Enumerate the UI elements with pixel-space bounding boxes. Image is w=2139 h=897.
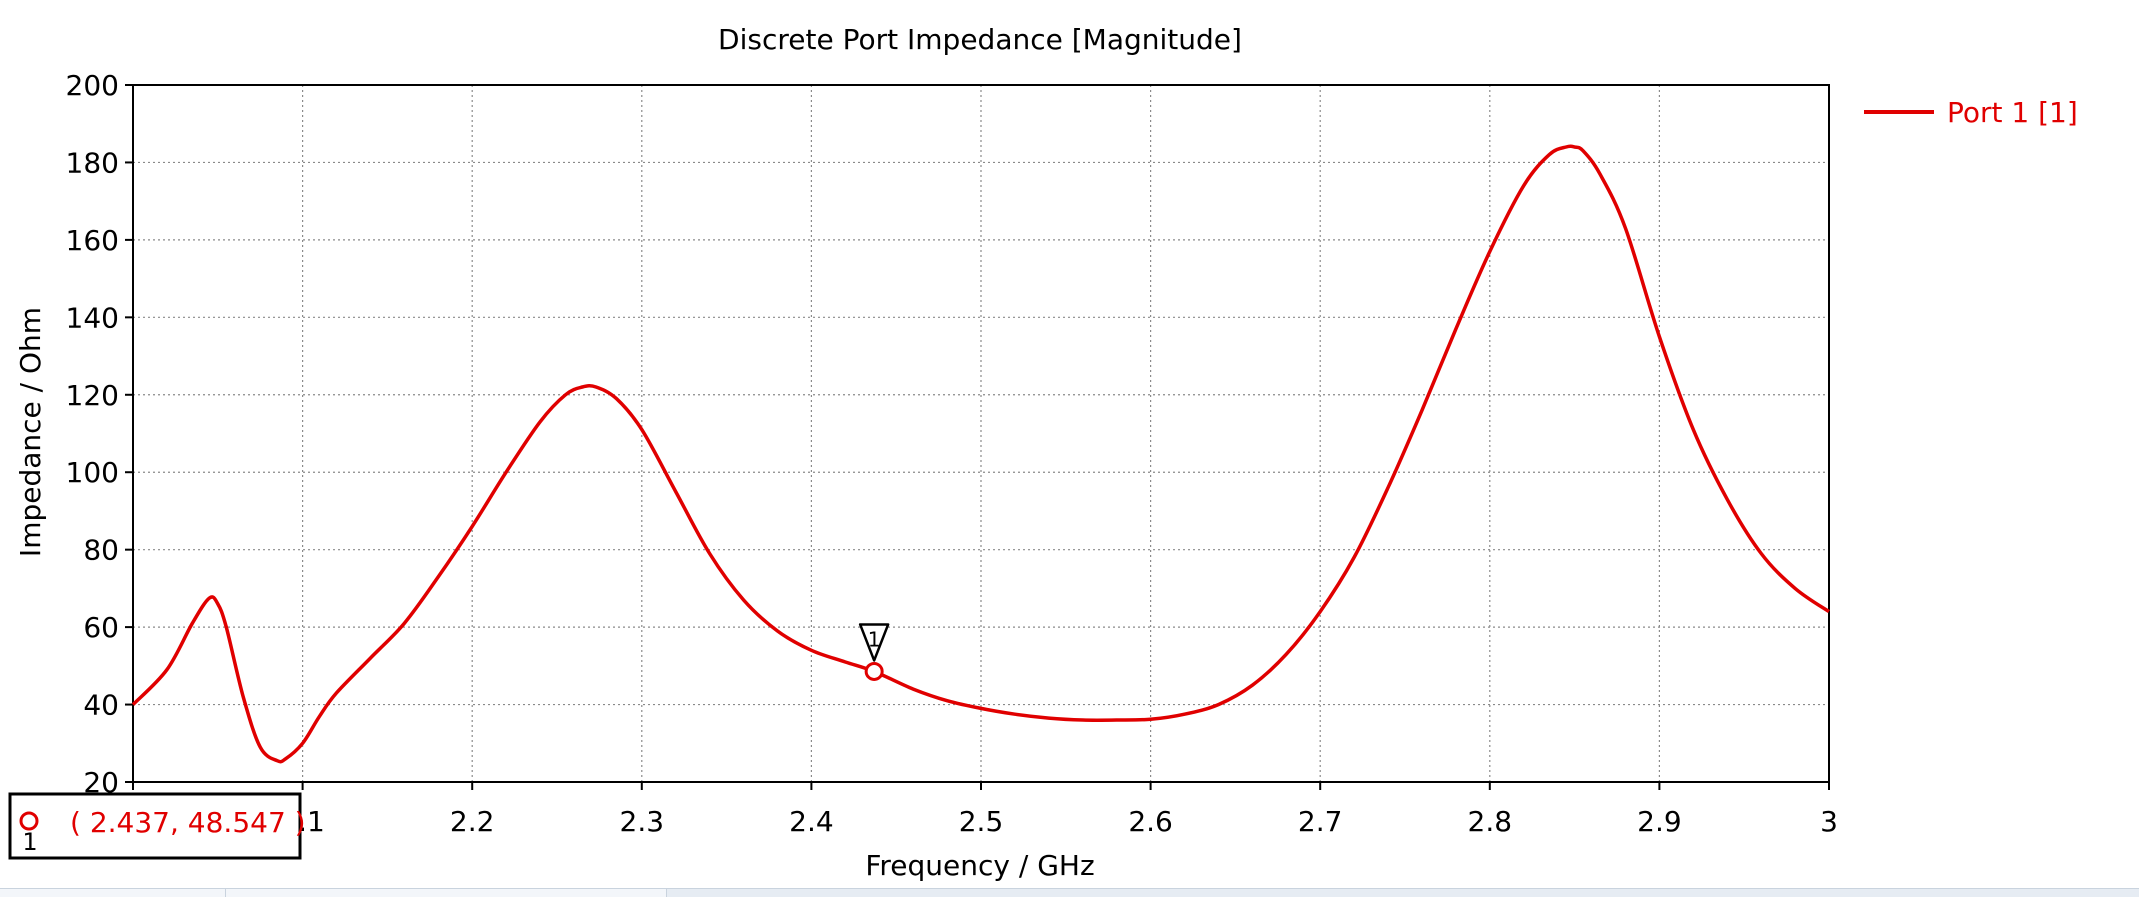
grid-lines: [133, 85, 1829, 782]
x-tick-label: 2.5: [959, 805, 1004, 838]
legend-label-port-1: Port 1 [1]: [1947, 96, 2078, 129]
legend: Port 1 [1]: [1864, 96, 2078, 129]
plot-area-border: [132, 84, 1830, 783]
readout-box-frame: [8, 792, 302, 860]
y-tick-label: 180: [66, 146, 119, 179]
x-tick-labels: 22.12.22.32.42.52.62.72.82.93: [124, 805, 1838, 838]
y-tick-label: 120: [66, 379, 119, 412]
y-tick-label: 140: [66, 301, 119, 334]
x-tick-label: 2.2: [450, 805, 495, 838]
x-tick-label: 2.3: [620, 805, 665, 838]
marker-readout-box[interactable]: 1 ( 2.437, 48.547 ): [8, 792, 306, 860]
x-tick-label: 2.9: [1637, 805, 1682, 838]
y-tick-label: 200: [66, 69, 119, 102]
y-tick-label: 80: [83, 534, 119, 567]
strip-segment: [0, 889, 226, 897]
strip-segment: [226, 889, 667, 897]
y-tick-label: 160: [66, 224, 119, 257]
chart-title: Discrete Port Impedance [Magnitude]: [718, 23, 1242, 56]
y-tick-label: 60: [83, 611, 119, 644]
marker-point[interactable]: [864, 661, 884, 681]
readout-value: ( 2.437, 48.547 ): [70, 806, 306, 839]
series-line-port-1: [131, 144, 1830, 764]
plot-frame: [125, 84, 1830, 790]
y-tick-label: 100: [66, 456, 119, 489]
readout-marker-icon: [19, 811, 39, 831]
marker-layer[interactable]: 1: [858, 623, 890, 681]
y-axis-label: Impedance / Ohm: [14, 307, 47, 557]
x-tick-label: 2.6: [1128, 805, 1173, 838]
series-layer: [131, 144, 1830, 764]
x-tick-label: 3: [1820, 805, 1838, 838]
x-axis-label: Frequency / GHz: [865, 849, 1094, 882]
window-bottom-strip: [0, 888, 2139, 897]
marker-label: 1: [868, 627, 881, 651]
x-tick-label: 2.7: [1298, 805, 1343, 838]
x-tick-label: 2.4: [789, 805, 834, 838]
x-tick-label: 2.8: [1468, 805, 1513, 838]
marker-triangle-icon[interactable]: [858, 623, 890, 662]
readout-marker-number: 1: [22, 828, 37, 856]
y-tick-label: 40: [83, 689, 119, 722]
